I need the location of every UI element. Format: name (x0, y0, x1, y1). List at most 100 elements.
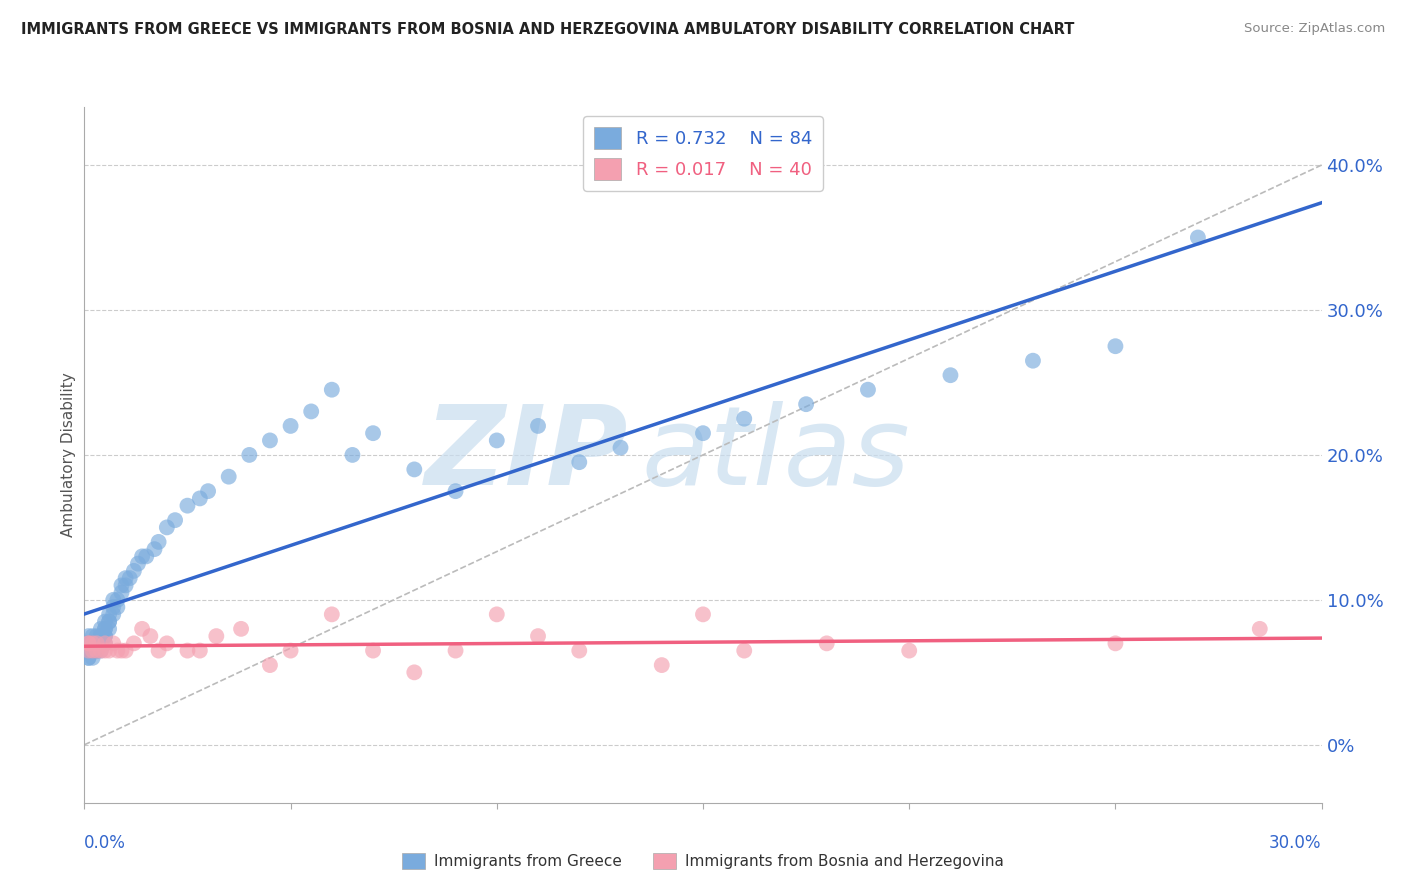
Point (444, 484, 467, 499)
Point (131, 549, 153, 564)
Point (110, 643, 132, 657)
Point (118, 571, 141, 585)
Point (280, 419, 302, 434)
Point (77, 643, 100, 657)
Legend: R = 0.732    N = 84, R = 0.017    N = 40: R = 0.732 N = 84, R = 0.017 N = 40 (583, 116, 823, 191)
Point (82, 643, 104, 657)
Point (86, 643, 108, 657)
Point (94, 615, 117, 629)
Text: 0.0%: 0.0% (84, 834, 127, 852)
Point (90, 636, 112, 650)
Point (82, 636, 104, 650)
Point (94, 622, 117, 636)
Point (82, 643, 104, 657)
Point (98, 607, 121, 622)
Point (651, 658, 673, 673)
Point (86, 643, 108, 657)
Point (148, 534, 170, 549)
Point (77, 643, 100, 657)
Point (90, 643, 112, 657)
Point (105, 643, 128, 657)
Point (98, 622, 121, 636)
Point (114, 571, 136, 585)
Point (1022, 353, 1045, 368)
Point (94, 629, 117, 643)
Point (110, 578, 132, 592)
Point (404, 462, 426, 476)
Point (188, 491, 211, 506)
Point (90, 629, 112, 643)
Point (1249, 622, 1271, 636)
Point (82, 636, 104, 650)
Point (692, 607, 714, 622)
Point (197, 484, 219, 499)
Point (143, 542, 166, 557)
Point (98, 615, 121, 629)
Point (342, 448, 364, 462)
Point (135, 549, 157, 564)
Y-axis label: Ambulatory Disability: Ambulatory Disability (60, 373, 76, 537)
Point (94, 636, 117, 650)
Point (692, 426, 714, 441)
Point (77, 643, 100, 657)
Point (105, 592, 128, 607)
Point (361, 643, 384, 657)
Point (77, 651, 100, 665)
Point (94, 636, 117, 650)
Point (103, 607, 125, 622)
Point (205, 629, 228, 643)
Point (733, 411, 755, 425)
Point (939, 368, 962, 383)
Point (82, 651, 104, 665)
Point (77, 651, 100, 665)
Point (259, 434, 281, 448)
Point (114, 643, 136, 657)
Point (229, 622, 252, 636)
Point (127, 557, 149, 571)
Point (188, 643, 211, 657)
Point (815, 636, 838, 650)
Point (77, 636, 100, 650)
Point (82, 629, 104, 643)
Point (131, 622, 153, 636)
Point (444, 643, 467, 657)
Point (280, 643, 302, 657)
Legend: Immigrants from Greece, Immigrants from Bosnia and Herzegovina: Immigrants from Greece, Immigrants from … (396, 847, 1010, 875)
Point (86, 636, 108, 650)
Point (82, 636, 104, 650)
Point (103, 600, 125, 615)
Point (156, 636, 179, 650)
Point (321, 607, 343, 622)
Point (259, 658, 281, 673)
Point (527, 629, 550, 643)
Point (86, 643, 108, 657)
Point (238, 448, 260, 462)
Point (86, 636, 108, 650)
Point (794, 397, 817, 411)
Point (94, 622, 117, 636)
Point (898, 643, 921, 657)
Point (90, 636, 112, 650)
Point (98, 643, 121, 657)
Point (122, 636, 145, 650)
Point (77, 629, 100, 643)
Point (82, 636, 104, 650)
Text: 30.0%: 30.0% (1270, 834, 1322, 852)
Point (90, 629, 112, 643)
Point (90, 636, 112, 650)
Point (77, 636, 100, 650)
Point (156, 520, 179, 534)
Point (1187, 230, 1209, 244)
Point (733, 643, 755, 657)
Point (527, 419, 550, 434)
Text: atlas: atlas (641, 401, 910, 508)
Point (86, 636, 108, 650)
Point (609, 441, 631, 455)
Point (90, 643, 112, 657)
Text: ZIP: ZIP (425, 401, 628, 508)
Point (86, 643, 108, 657)
Point (114, 578, 136, 592)
Point (103, 636, 125, 650)
Point (77, 643, 100, 657)
Point (86, 636, 108, 650)
